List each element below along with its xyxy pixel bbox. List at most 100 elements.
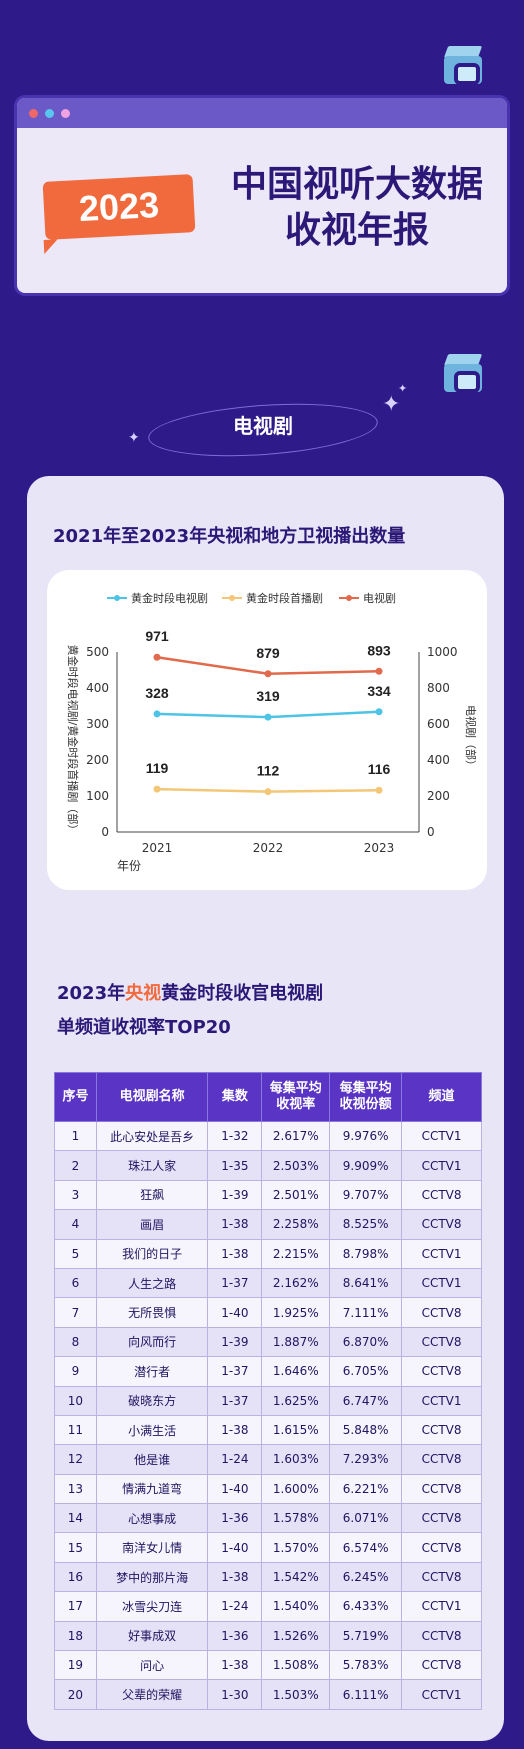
y-left-tick-label: 200 [86,753,109,767]
table-row: 11 小满生活 1-38 1.615% 5.848% CCTV8 [54,1414,482,1446]
table-row: 12 他是谁 1-24 1.603% 7.293% CCTV8 [54,1444,482,1475]
table-cell: 2.503% [261,1150,331,1181]
table-cell: 9.707% [329,1179,403,1211]
table-cell: 1.625% [261,1385,331,1416]
table-cell: 12 [54,1444,97,1475]
header-card: 2023 中国视听大数据 收视年报 [17,98,507,293]
sparkle-icon: ✦ [398,382,408,395]
data-label: 112 [257,763,280,779]
table-cell: CCTV8 [401,1356,482,1387]
table-cell: 向风而行 [95,1326,209,1358]
table-cell: 1.570% [261,1532,331,1563]
table-cell: 1.540% [261,1591,331,1622]
table-cell: 9.909% [329,1150,403,1181]
table-cell: 18 [54,1620,97,1652]
table-cell: 1.508% [261,1650,331,1681]
table-cell: 1.925% [261,1297,331,1328]
table-cell: CCTV8 [401,1209,482,1240]
y-axis-left-label: 黄金时段电视剧/黄金时段首播剧（部） [66,645,80,836]
table-cell: 1-38 [207,1414,263,1446]
table-cell: CCTV1 [401,1679,482,1710]
table-cell: 1-37 [207,1356,263,1387]
table-cell: 6.245% [329,1561,403,1593]
legend-label: 黄金时段首播剧 [246,591,323,605]
table-cell: 6.747% [329,1385,403,1416]
table-heading-line1: 2023年央视黄金时段收官电视剧 [57,977,323,1011]
table-cell: 7.293% [329,1444,403,1475]
data-label: 893 [367,642,391,658]
data-label: 971 [145,628,169,644]
table-cell: 9.976% [329,1120,403,1152]
table-cell: 1.526% [261,1620,331,1652]
table-row: 7 无所畏惧 1-40 1.925% 7.111% CCTV8 [54,1297,482,1328]
table-cell: 2 [54,1150,97,1181]
table-cell: 情满九道弯 [95,1473,209,1505]
table-heading-rest: 黄金时段收官电视剧 [161,983,324,1004]
y-right-tick-label: 600 [427,717,450,731]
table-cell: 19 [54,1650,97,1681]
window-bar [17,98,507,128]
table-cell: 7 [54,1297,97,1328]
table-cell: 1-37 [207,1267,263,1299]
table-cell: 15 [54,1532,97,1563]
y-right-tick-label: 1000 [427,645,458,659]
chart-legend: 黄金时段电视剧 黄金时段首播剧 电视剧 [107,591,396,605]
table-row: 5 我们的日子 1-38 2.215% 8.798% CCTV1 [54,1238,482,1269]
table-cell: CCTV8 [401,1473,482,1505]
sparkle-icon: ✦ [128,430,140,446]
table-cell: 2.617% [261,1120,331,1152]
x-tick-label: 2023 [364,841,395,855]
table-cell: 6.574% [329,1532,403,1563]
data-label: 334 [367,683,391,699]
table-cell: 5.848% [329,1414,403,1446]
table-cell: 人生之路 [95,1267,209,1299]
legend-marker [114,595,120,601]
y-right-tick-label: 400 [427,753,450,767]
data-point [264,713,272,721]
table-cell: 狂飙 [95,1179,209,1211]
table-cell: CCTV1 [401,1385,482,1416]
table-cell: 1-32 [207,1120,263,1152]
table-cell: 1-37 [207,1385,263,1416]
table-cell: CCTV8 [401,1503,482,1534]
table-cell: 父辈的荣耀 [95,1679,209,1710]
chart-container: 黄金时段电视剧 黄金时段首播剧 电视剧 0 100 200 300 400 500 0 200 40… [47,570,487,890]
table-row: 8 向风而行 1-39 1.887% 6.870% CCTV8 [54,1326,482,1358]
section-title: 电视剧 [233,414,293,438]
data-point [264,788,272,796]
x-tick-label: 2022 [253,841,284,855]
line-chart: 黄金时段电视剧 黄金时段首播剧 电视剧 0 100 200 300 400 500 0 200 40… [66,591,478,873]
table-cell: 8.525% [329,1209,403,1240]
table-cell: 1-38 [207,1561,263,1593]
table-cell: 1.578% [261,1503,331,1534]
table-cell: 1.887% [261,1326,331,1358]
table-cell: CCTV8 [401,1650,482,1681]
data-point [264,670,272,678]
table-cell: 此心安处是吾乡 [95,1120,209,1152]
table-cell: 6.221% [329,1473,403,1505]
table-row: 13 情满九道弯 1-40 1.600% 6.221% CCTV8 [54,1473,482,1505]
window-dot-red [29,109,38,118]
table-cell: 10 [54,1385,97,1416]
table-cell: CCTV1 [401,1150,482,1181]
table-cell: 画眉 [95,1209,209,1240]
ratings-table: 序号 电视剧名称 集数 每集平均 收视率 每集平均 收视份额 频道 1 此心安处是吾乡 1-32 2… [54,1072,482,1710]
table-cell: 2.215% [261,1238,331,1269]
table-cell: 他是谁 [95,1444,209,1475]
legend-label: 黄金时段电视剧 [131,591,208,605]
table-cell: CCTV1 [401,1267,482,1299]
table-cell: 1-24 [207,1444,263,1475]
table-cell: 5.783% [329,1650,403,1681]
table-cell: 1-24 [207,1591,263,1622]
table-cell: 6.071% [329,1503,403,1534]
table-heading-year: 2023年 [57,983,126,1004]
y-axis-right-label: 电视剧（部） [464,705,478,771]
table-cell: 17 [54,1591,97,1622]
table-cell: 1-36 [207,1503,263,1534]
table-cell: CCTV8 [401,1326,482,1358]
table-cell: 11 [54,1414,97,1446]
table-cell: 8.641% [329,1267,403,1299]
table-cell: 3 [54,1179,97,1211]
column-header: 集数 [207,1072,263,1122]
data-label: 328 [145,685,169,701]
